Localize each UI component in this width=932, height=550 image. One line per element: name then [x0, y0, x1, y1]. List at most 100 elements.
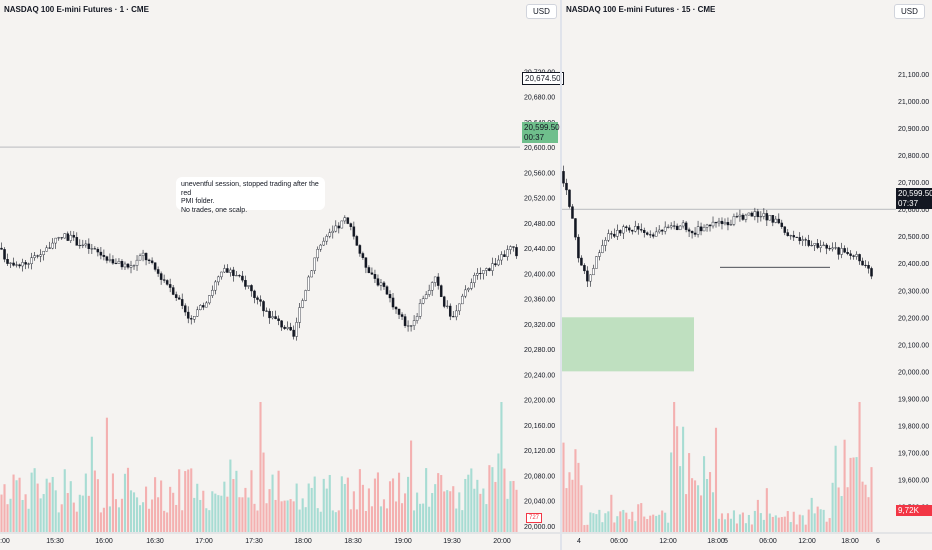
right-chart-pane[interactable]: 21,100.00 21,000.00 20,900.00 20,800.00 20,7… [562, 0, 932, 550]
volume-bar [634, 521, 637, 532]
candle-body [427, 290, 431, 295]
candle-body [867, 265, 870, 269]
candle-body [613, 233, 616, 237]
x-tick-label: 18:00 [294, 538, 312, 545]
candle-body [702, 227, 706, 232]
candle-body [412, 320, 416, 326]
volume-bar [867, 497, 870, 532]
y-tick-label: 19,700.00 [898, 450, 929, 457]
volume-bar [515, 489, 518, 532]
candle-body [476, 272, 479, 276]
volume-bar [422, 503, 425, 532]
candle-body [84, 243, 88, 246]
volume-bar [717, 518, 721, 532]
candle-body [672, 225, 676, 227]
candle-body [24, 262, 27, 265]
volume-bar [0, 494, 3, 532]
volume-bar [864, 484, 867, 532]
volume-bar [361, 484, 364, 532]
volume-bar [834, 445, 837, 532]
volume-bar [301, 498, 304, 532]
volume-bar [732, 510, 735, 532]
volume-bar [816, 506, 819, 532]
candle-body [153, 262, 157, 270]
volume-bar [75, 511, 78, 532]
volume-bar [181, 510, 184, 532]
candle-body [619, 230, 622, 234]
candle-body [397, 308, 401, 315]
pane-divider[interactable] [560, 0, 562, 550]
left-currency-button[interactable]: USD [526, 4, 557, 19]
candle-body [361, 253, 365, 258]
volume-bar [132, 492, 136, 532]
candle-body [762, 213, 766, 217]
countdown-label: 07:37 [896, 198, 932, 209]
y-tick-label: 21,100.00 [898, 72, 929, 79]
candle-body [277, 318, 280, 321]
candle-body [316, 249, 319, 259]
y-tick-label: 20,680.00 [524, 95, 555, 102]
left-chart-canvas[interactable]: 20,720.0020,680.0020,640.0020,600.0020,5… [0, 0, 560, 550]
candle-body [801, 239, 804, 242]
volume-bar [214, 493, 217, 532]
volume-bar [232, 479, 235, 532]
candle-body [494, 263, 497, 266]
volume-bar [51, 476, 54, 532]
right-currency-button[interactable]: USD [894, 4, 925, 19]
candle-body [798, 237, 801, 242]
y-tick-label: 20,000.00 [524, 524, 555, 531]
volume-bar [352, 491, 355, 532]
candle-body [497, 259, 500, 266]
candle-body [280, 320, 283, 328]
candle-body [595, 256, 598, 269]
volume-bar [440, 475, 443, 532]
candle-body [604, 239, 607, 246]
volume-bar [804, 524, 807, 532]
volume-bar [449, 491, 452, 532]
volume-bar [720, 513, 724, 532]
volume-bar [464, 478, 467, 532]
candle-body [39, 254, 42, 257]
volume-bar [694, 480, 697, 532]
volume-bar [268, 489, 271, 532]
volume-bar [226, 496, 229, 532]
candle-body [870, 268, 873, 277]
x-tick-label: 18:00 [841, 538, 859, 545]
candle-body [598, 252, 601, 257]
volume-bar [319, 511, 322, 532]
volume-bar [485, 504, 488, 532]
annotation-note[interactable]: uneventful session, stopped trading afte… [176, 177, 325, 214]
y-tick-label: 20,480.00 [524, 221, 555, 228]
volume-bar [702, 456, 706, 532]
annotation-line: No trades, one scalp. [181, 206, 248, 214]
candle-body [687, 229, 691, 232]
candle-body [268, 310, 271, 319]
candle-body [159, 273, 163, 280]
volume-bar [589, 512, 592, 532]
candle-body [506, 249, 509, 257]
x-tick-label: 20:00 [493, 538, 511, 545]
volume-bar [30, 472, 33, 532]
candle-body [473, 274, 476, 283]
x-tick-label: 19:00 [394, 538, 412, 545]
x-tick-label: 16:00 [95, 538, 113, 545]
y-tick-label: 19,800.00 [898, 423, 929, 430]
candle-body [660, 229, 664, 232]
candle-body [786, 232, 790, 236]
candle-body [738, 214, 742, 217]
candle-body [319, 244, 322, 250]
candle-body [651, 234, 655, 237]
volume-bar [467, 474, 470, 532]
candle-body [27, 263, 30, 265]
y-tick-label: 20,520.00 [524, 196, 555, 203]
candle-body [828, 248, 831, 250]
candle-body [301, 300, 304, 308]
volume-bar [568, 472, 571, 532]
right-chart-canvas[interactable]: 21,100.00 21,000.00 20,900.00 20,800.00 20,7… [562, 0, 932, 550]
candle-body [229, 269, 232, 273]
volume-bar [691, 478, 694, 532]
left-chart-pane[interactable]: 20,720.0020,680.0020,640.0020,600.0020,5… [0, 0, 564, 550]
candle-body [304, 290, 307, 301]
candle-body [436, 276, 440, 286]
volume-bar [211, 491, 214, 532]
